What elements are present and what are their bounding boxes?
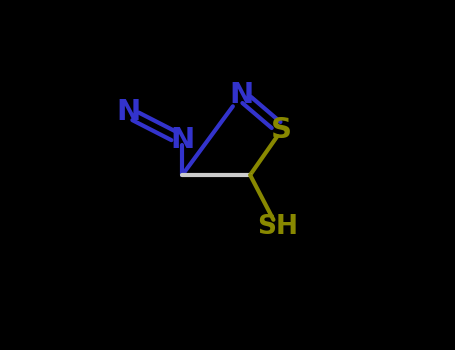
Text: SH: SH (257, 214, 298, 240)
Text: N: N (229, 81, 253, 109)
Text: N: N (170, 126, 194, 154)
Text: S: S (271, 116, 292, 144)
Text: N: N (116, 98, 140, 126)
